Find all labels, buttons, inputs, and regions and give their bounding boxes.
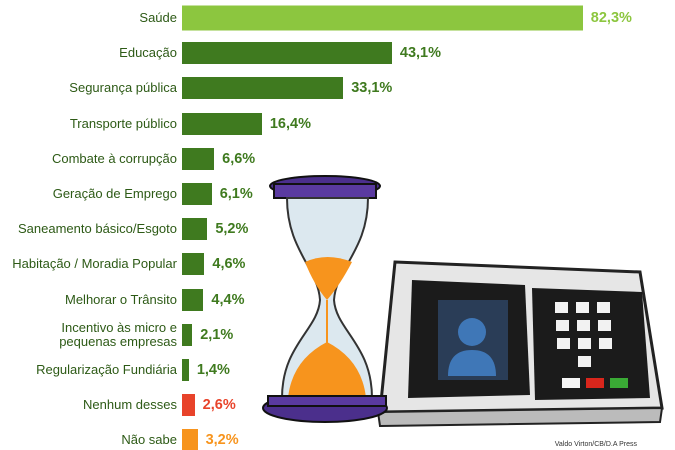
value-label: 4,4% [211,291,245,308]
category-label: Transporte público [69,115,177,131]
bar [182,288,204,311]
value-label: 43,1% [399,45,442,62]
value-label: 1,4% [196,362,230,378]
value-label: 33,1% [351,80,393,97]
bar [182,112,262,135]
value-label: 4,6% [212,256,246,273]
category-label: Saúde [139,10,177,25]
value-label: 16,4% [269,115,311,132]
bar [182,147,215,170]
hourglass [262,175,388,423]
bar [182,394,195,417]
value-label: 6,1% [219,186,253,202]
value-label: 6,6% [222,150,256,167]
bar [182,429,198,450]
bar [182,42,392,65]
bar [182,218,208,241]
category-label: Nenhum desses [83,397,177,413]
value-label: 5,2% [215,221,249,238]
bar [182,183,212,205]
category-label: Não sabe [121,432,177,448]
category-label: Geração de Emprego [52,186,177,201]
bar [182,253,205,276]
category-label: Combate à corrupção [51,150,177,166]
value-label: 3,2% [205,432,239,449]
bar [182,77,344,100]
category-label: Regularização Fundiária [36,362,177,377]
value-label: 2,1% [200,326,234,343]
voting-machine [376,260,664,428]
bar [182,5,583,31]
credit: Valdo Virton/CB/D.A Press [554,441,637,448]
value-label: 2,6% [202,397,236,414]
category-label: Educação [119,45,177,61]
category-label: Segurança pública [69,80,177,96]
category-label: Saneamento básico/Esgoto [18,221,177,237]
category-label: Habitação / Moradia Popular [12,256,177,272]
bar [182,359,189,381]
category-label: Melhorar o Trânsito [65,291,177,307]
bar [182,323,193,346]
value-label: 82,3% [590,10,632,26]
category-label: Incentivo às micro e pequenas empresas [59,319,177,349]
